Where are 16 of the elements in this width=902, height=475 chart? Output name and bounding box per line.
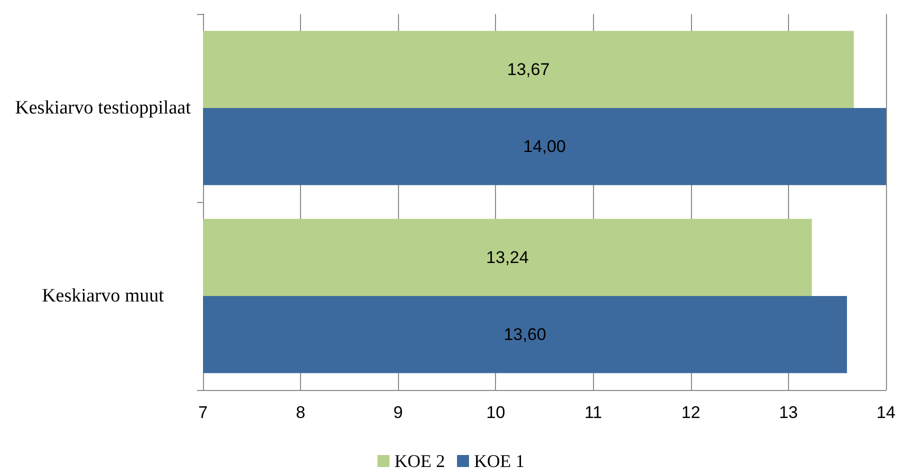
y-tick-label: Keskiarvo testioppilaat xyxy=(15,98,192,118)
data-label: 13,24 xyxy=(486,248,529,267)
x-tick-label: 8 xyxy=(296,403,306,422)
legend-label: KOE 2 xyxy=(394,451,446,471)
x-tick-label: 14 xyxy=(876,403,896,422)
x-tick-label: 13 xyxy=(778,403,798,422)
x-tick-label: 12 xyxy=(681,403,700,422)
x-tick-label: 11 xyxy=(584,403,602,422)
x-tick-label: 7 xyxy=(198,403,208,422)
x-tick-label: 10 xyxy=(486,403,506,422)
legend-label: KOE 1 xyxy=(474,451,524,471)
data-label: 13,60 xyxy=(504,325,546,344)
x-tick-label: 9 xyxy=(393,403,403,422)
y-tick-label: Keskiarvo muut xyxy=(42,286,165,306)
data-label: 14,00 xyxy=(523,137,566,156)
data-label: 13,67 xyxy=(507,60,550,79)
